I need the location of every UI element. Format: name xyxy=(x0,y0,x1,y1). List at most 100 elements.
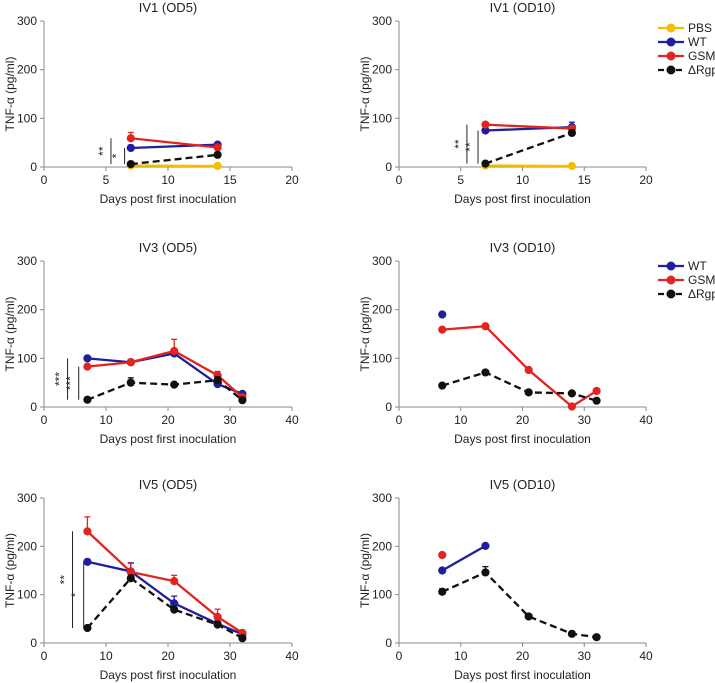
data-point xyxy=(83,354,92,363)
series-GSM xyxy=(438,550,447,560)
series-ΔRgpI xyxy=(438,565,601,642)
data-point xyxy=(592,396,601,405)
legend-marker xyxy=(666,261,676,271)
x-tick-label: 10 xyxy=(454,649,468,663)
x-tick-label: 30 xyxy=(578,649,592,663)
data-point xyxy=(592,386,601,396)
x-tick-label: 40 xyxy=(639,413,653,427)
data-point xyxy=(481,368,490,377)
data-point xyxy=(524,388,533,397)
y-tick-label: 200 xyxy=(372,539,392,553)
legend-label: GSM xyxy=(688,273,715,287)
y-axis-label: TNF-α (pg/ml) xyxy=(358,297,372,372)
x-axis-label: Days post first inoculation xyxy=(454,192,591,206)
x-tick-label: 30 xyxy=(223,649,237,663)
legend-label: GSM xyxy=(688,49,715,63)
y-tick-label: 0 xyxy=(385,636,392,650)
y-tick-label: 300 xyxy=(17,491,37,505)
data-point xyxy=(567,128,577,138)
data-point xyxy=(481,541,490,550)
x-tick-label: 0 xyxy=(396,649,403,663)
x-tick-label: 10 xyxy=(99,649,113,663)
data-point xyxy=(567,629,577,638)
data-point xyxy=(481,159,490,168)
data-point xyxy=(126,159,135,169)
series-ΔRgpI xyxy=(481,128,577,168)
series-line xyxy=(485,131,573,165)
series-ΔRgpI xyxy=(83,574,247,643)
significance-label: ** xyxy=(452,139,466,149)
series-line xyxy=(86,576,243,640)
y-tick-label: 0 xyxy=(385,400,392,414)
chart-title: IV5 (OD5) xyxy=(139,477,198,492)
x-axis-label: Days post first inoculation xyxy=(454,432,591,446)
data-point xyxy=(170,346,179,356)
y-tick-label: 0 xyxy=(30,160,37,174)
series-PBS xyxy=(481,161,577,171)
x-tick-label: 40 xyxy=(285,649,299,663)
series-ΔRgpI xyxy=(438,368,601,405)
y-tick-label: 300 xyxy=(17,254,37,268)
data-point xyxy=(438,381,447,390)
chart-title: IV3 (OD5) xyxy=(139,240,198,255)
y-tick-label: 100 xyxy=(372,588,392,602)
y-tick-label: 200 xyxy=(17,63,37,77)
chart-iv3-od10: IV3 (OD10) 0 100 200 300 0 10 20 30 40 Days post f… xyxy=(358,240,715,446)
legend-marker xyxy=(666,275,676,285)
data-point xyxy=(567,161,577,171)
y-tick-label: 200 xyxy=(372,63,392,77)
x-axis-label: Days post first inoculation xyxy=(100,668,237,682)
y-axis-label: TNF-α (pg/ml) xyxy=(3,533,17,608)
x-tick-label: 30 xyxy=(223,413,237,427)
y-tick-label: 100 xyxy=(372,111,392,125)
chart-title: IV1 (OD5) xyxy=(139,0,198,15)
data-point xyxy=(213,143,222,152)
series-GSM xyxy=(83,516,247,637)
data-point xyxy=(213,150,222,159)
series-line xyxy=(441,544,487,572)
data-point xyxy=(592,633,601,642)
y-tick-label: 200 xyxy=(17,539,37,553)
data-point xyxy=(213,612,222,622)
series-WT xyxy=(438,541,490,575)
legend-marker xyxy=(666,51,676,61)
x-tick-label: 15 xyxy=(578,173,592,187)
data-point xyxy=(83,362,92,371)
chart-iv5-od10: IV5 (OD10) 0 100 200 300 0 10 20 30 40 Days post f… xyxy=(358,477,653,682)
legend-marker xyxy=(666,37,676,47)
data-point xyxy=(213,620,222,629)
data-point xyxy=(438,310,447,319)
data-point xyxy=(481,568,490,577)
legend-marker xyxy=(666,65,676,75)
significance-label: ** xyxy=(463,142,477,152)
x-axis-label: Days post first inoculation xyxy=(100,192,237,206)
legend-label: PBS xyxy=(688,21,712,35)
y-tick-label: 100 xyxy=(372,351,392,365)
series-line xyxy=(441,571,597,639)
x-tick-label: 20 xyxy=(516,413,530,427)
data-point xyxy=(567,402,577,411)
series-WT xyxy=(83,348,247,398)
y-tick-label: 300 xyxy=(372,14,392,28)
series-line xyxy=(130,153,218,166)
data-point xyxy=(481,322,490,331)
x-tick-label: 10 xyxy=(99,413,113,427)
data-point xyxy=(83,395,92,404)
x-tick-label: 10 xyxy=(161,173,175,187)
y-tick-label: 300 xyxy=(17,14,37,28)
x-tick-label: 15 xyxy=(223,173,237,187)
chart-title: IV1 (OD10) xyxy=(490,0,556,15)
x-tick-label: 0 xyxy=(41,649,48,663)
data-point xyxy=(83,527,92,536)
legend-label: WT xyxy=(688,259,707,273)
data-point xyxy=(438,566,447,575)
x-tick-label: 20 xyxy=(161,649,175,663)
data-point xyxy=(213,161,222,171)
data-point xyxy=(438,325,447,334)
chart-iv1-od10: IV1 (OD10) 0 100 200 300 0 5 10 15 20 Days post fi… xyxy=(358,0,715,206)
legend-marker xyxy=(666,23,676,33)
data-point xyxy=(83,623,92,633)
